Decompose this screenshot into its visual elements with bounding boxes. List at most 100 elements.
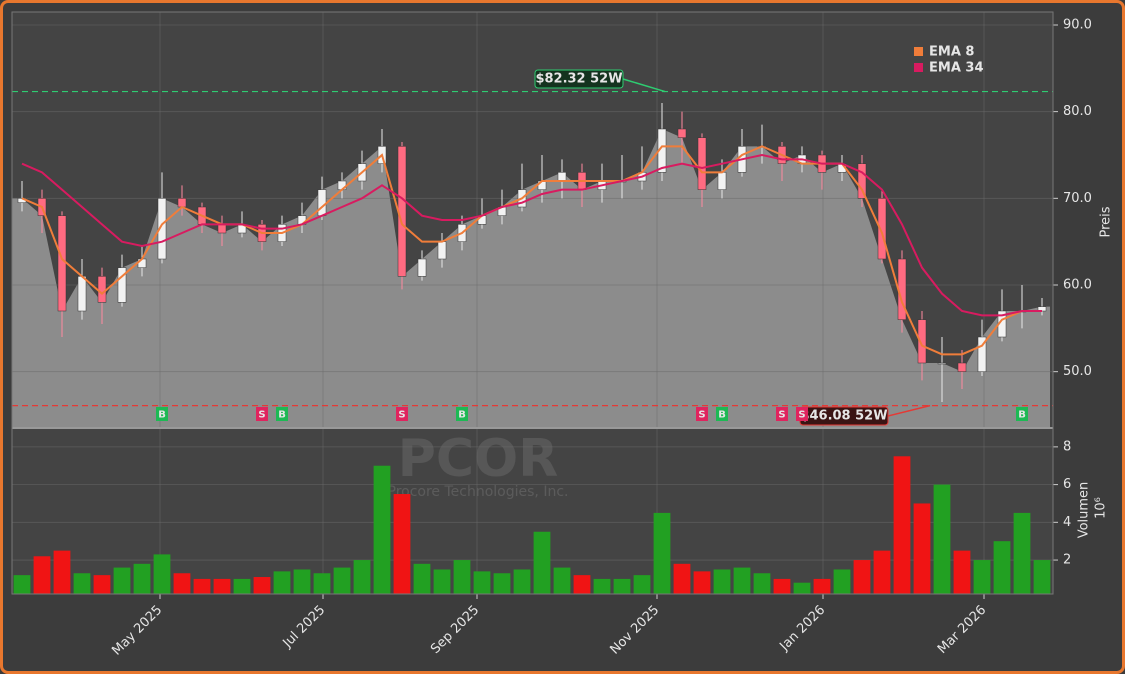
- annotation-label: $46.08 52W: [800, 409, 887, 424]
- signal-box: [156, 407, 168, 421]
- volume-bar: [333, 567, 351, 594]
- volume-bar: [793, 582, 811, 594]
- volume-bar: [553, 567, 571, 594]
- volume-bar: [753, 573, 771, 594]
- volume-bar: [713, 569, 731, 594]
- volume-bar: [673, 563, 691, 594]
- signal-label: S: [258, 410, 265, 421]
- chart: forexsignale.tradePCORProcore Technologi…: [11, 11, 1114, 659]
- signal-label: B: [1018, 410, 1026, 421]
- y-tick-label: 80.0: [1063, 104, 1092, 119]
- x-tick-label: Mar 2026: [935, 603, 989, 657]
- candle-body: [417, 258, 427, 277]
- candle-body: [317, 189, 327, 216]
- x-tick-label: May 2025: [109, 603, 165, 659]
- volume-bar: [293, 569, 311, 594]
- signal-box: [796, 407, 808, 421]
- candle-body: [157, 198, 167, 260]
- volume-bar: [593, 578, 611, 594]
- signal-box: [1016, 407, 1028, 421]
- candle-body: [857, 163, 867, 199]
- volume-bar: [353, 560, 371, 594]
- volume-bar: [393, 494, 411, 594]
- volume-bar: [833, 569, 851, 594]
- annotation-box: [534, 69, 624, 89]
- candle-body: [937, 362, 947, 365]
- volume-bar: [253, 577, 271, 594]
- legend-swatch: [914, 47, 923, 56]
- y-tick-label: 8: [1063, 439, 1071, 454]
- y-tick-label: 70.0: [1063, 191, 1092, 206]
- legend-label: EMA 8: [929, 45, 974, 60]
- candle-body: [557, 172, 567, 182]
- candle-body: [437, 241, 447, 260]
- candle-body: [57, 215, 67, 312]
- signal-box: [776, 407, 788, 421]
- y-tick-label: 50.0: [1063, 364, 1092, 379]
- candle-body: [77, 276, 87, 312]
- plot-frame: [11, 11, 1054, 595]
- volume-bar: [893, 456, 911, 594]
- signal-label: B: [278, 410, 286, 421]
- candle-body: [957, 362, 967, 372]
- company-watermark: Procore Technologies, Inc.: [388, 484, 569, 500]
- volume-bar: [773, 578, 791, 594]
- volume-bar: [953, 550, 971, 594]
- candle-body: [717, 172, 727, 190]
- candle-body: [877, 198, 887, 260]
- price-area: [12, 129, 1050, 428]
- signal-label: S: [798, 410, 805, 421]
- candle-body: [117, 267, 127, 303]
- annotation-arrow: [887, 404, 931, 417]
- x-tick-label: Jan 2026: [776, 603, 828, 655]
- y-tick-label: 90.0: [1063, 18, 1092, 33]
- volume-bar: [633, 575, 651, 594]
- volume-bar: [933, 484, 951, 594]
- volume-bar: [33, 556, 51, 594]
- y-axis-label: Volumen: [1077, 482, 1092, 539]
- candle-body: [217, 224, 227, 234]
- volume-bar: [853, 560, 871, 594]
- volume-bar: [693, 571, 711, 594]
- signal-box: [696, 407, 708, 421]
- candle-body: [97, 276, 107, 303]
- candle-body: [917, 319, 927, 364]
- volume-bar: [573, 575, 591, 594]
- scale-label: 10⁶: [1094, 497, 1109, 519]
- signal-label: B: [458, 410, 466, 421]
- volume-bar: [913, 503, 931, 594]
- volume-bar: [433, 569, 451, 594]
- x-tick-label: Nov 2025: [607, 603, 662, 658]
- ema-line: [21, 153, 1042, 317]
- candle-body: [177, 198, 187, 208]
- volume-bar: [473, 571, 491, 594]
- y-axis-label: Preis: [1099, 206, 1114, 237]
- candle-body: [977, 336, 987, 372]
- volume-bar: [973, 560, 991, 594]
- volume-bar: [313, 573, 331, 594]
- volume-bar: [873, 550, 891, 594]
- y-tick-label: 6: [1063, 477, 1071, 492]
- volume-bar: [493, 573, 511, 594]
- volume-bar: [213, 578, 231, 594]
- ticker-watermark: PCOR: [398, 429, 559, 489]
- candle-body: [677, 128, 687, 138]
- ema-line: [21, 145, 1042, 356]
- volume-bar: [73, 573, 91, 594]
- volume-bar: [453, 560, 471, 594]
- annotation-arrow: [622, 78, 666, 93]
- signal-label: B: [718, 410, 726, 421]
- volume-bar: [993, 541, 1011, 594]
- signal-label: S: [778, 410, 785, 421]
- candle-body: [697, 137, 707, 190]
- volume-bar: [233, 578, 251, 594]
- volume-bar: [653, 512, 671, 594]
- volume-bar: [1033, 560, 1051, 594]
- volume-bar: [373, 465, 391, 594]
- legend-label: EMA 34: [929, 61, 984, 76]
- volume-bar: [53, 550, 71, 594]
- signal-box: [716, 407, 728, 421]
- signal-box: [276, 407, 288, 421]
